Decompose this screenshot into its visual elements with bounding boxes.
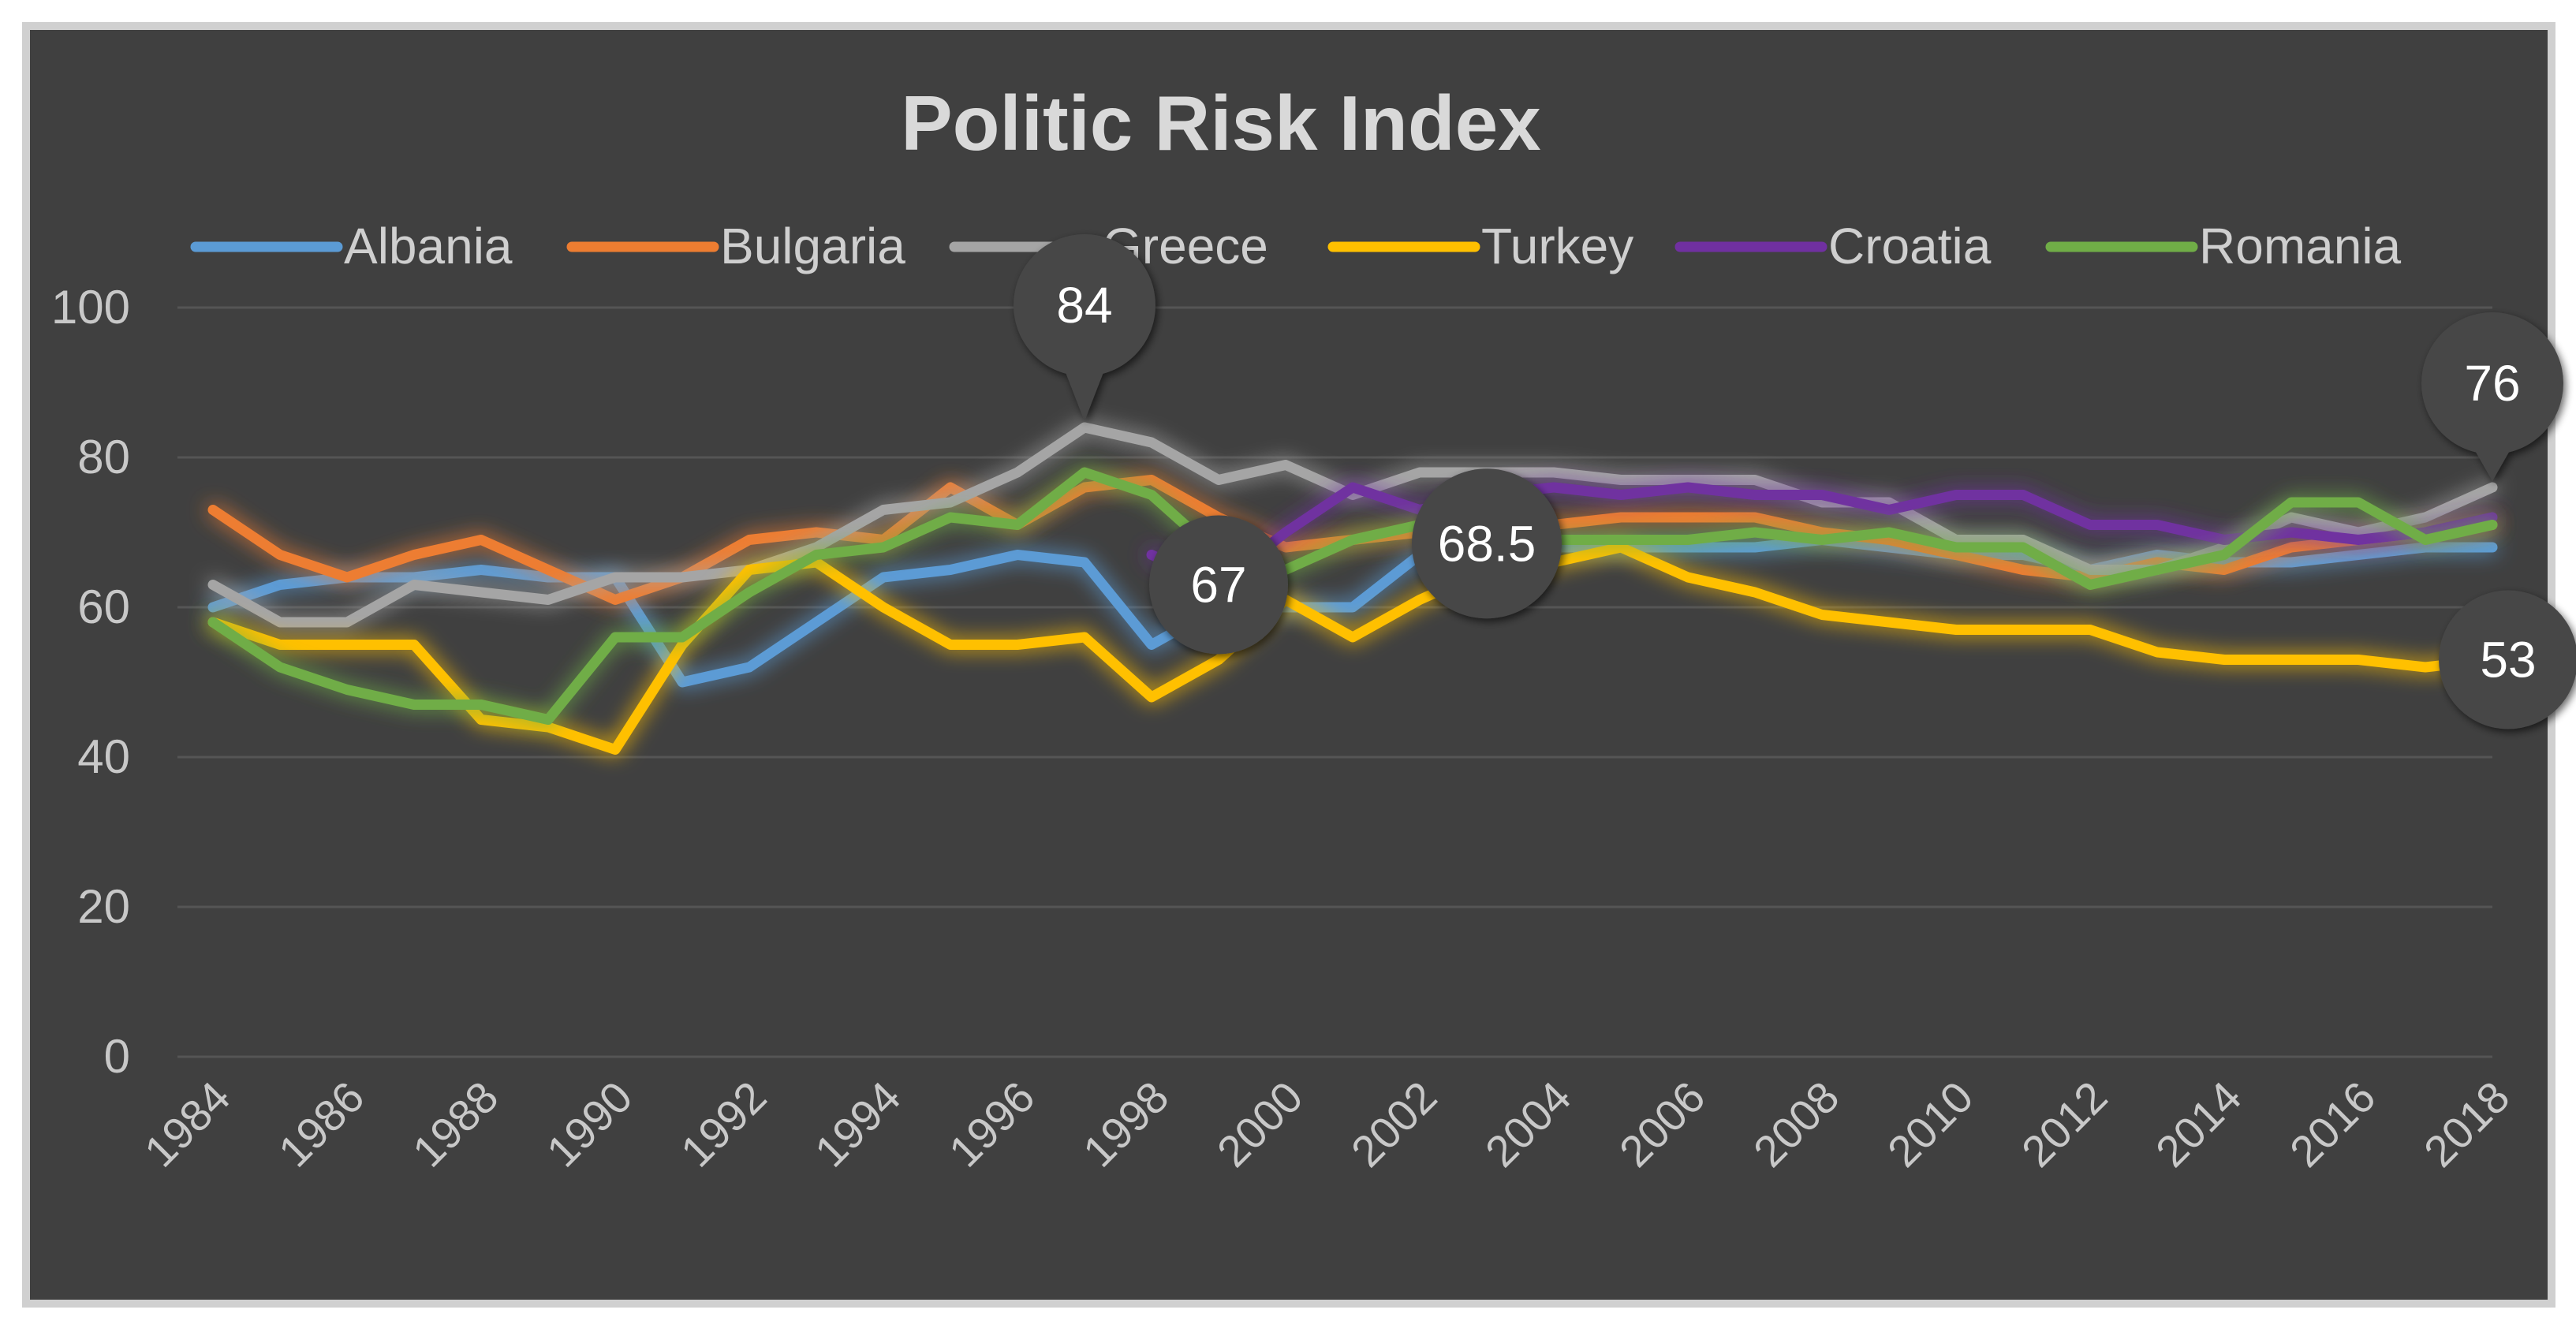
callout-turkey-2018: 53	[2439, 590, 2576, 729]
callout-greece-2018: 76	[2421, 312, 2563, 481]
callout-greece-1997: 84	[1014, 234, 1155, 421]
callout-label: 68.5	[1438, 515, 1536, 572]
plot-background	[30, 30, 2548, 1300]
y-axis-ticks: 0 20 40 60 80 100	[51, 281, 130, 1083]
legend-label-bulgaria: Bulgaria	[720, 218, 905, 274]
callout-bubble	[2439, 590, 2576, 729]
y-tick-label: 20	[77, 880, 130, 933]
legend-label-turkey: Turkey	[1481, 218, 1633, 274]
series-lines	[207, 422, 2498, 755]
callout-label: 84	[1056, 277, 1112, 334]
legend-label-croatia: Croatia	[1828, 218, 1992, 274]
callout-albania-1999: 67	[1149, 515, 1288, 655]
y-tick-label: 60	[77, 580, 130, 633]
series-line-romania	[207, 467, 2498, 725]
legend-label-romania: Romania	[2199, 218, 2402, 274]
chart-title: Politic Risk Index	[901, 80, 1540, 166]
callout-bubble	[2421, 312, 2563, 454]
series-line-greece	[207, 422, 2498, 628]
callout-bubble	[1149, 515, 1288, 655]
y-tick-label: 40	[77, 730, 130, 783]
callout-label: 76	[2464, 355, 2520, 412]
callout-label: 67	[1190, 557, 1246, 614]
y-tick-label: 80	[77, 431, 130, 483]
callout-bubble	[1014, 234, 1155, 376]
series-line-croatia	[1146, 482, 2498, 590]
callout-romania-2003: 68.5	[1412, 468, 1562, 619]
callout-bubble	[1412, 468, 1562, 619]
series-line-turkey	[207, 542, 2498, 755]
y-tick-label: 0	[104, 1030, 130, 1083]
legend: Albania Bulgaria Greece Turkey Croatia Romani…	[190, 218, 2402, 274]
data-callouts: 84 67 68.5 76 53	[1014, 234, 2576, 729]
legend-label-albania: Albania	[344, 218, 513, 274]
y-tick-label: 100	[51, 281, 130, 334]
callout-pointer	[1062, 364, 1107, 421]
callout-label: 53	[2480, 632, 2536, 688]
